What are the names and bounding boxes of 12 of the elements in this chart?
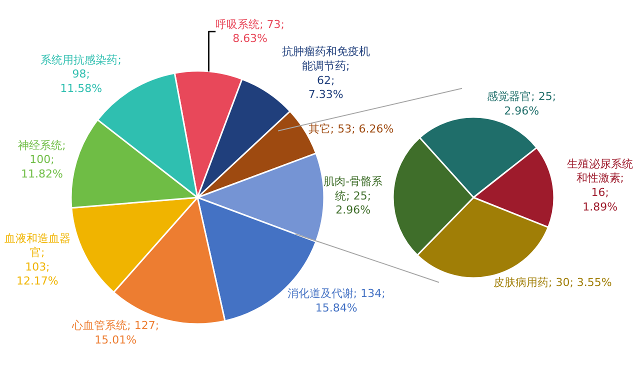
slice-label: 感觉器官; 25; 2.96% [487, 90, 556, 118]
slice-label: 其它; 53; 6.26% [308, 122, 394, 136]
slice-label: 系统用抗感染药; 98; 11.58% [40, 53, 122, 95]
slice-label: 肌肉-骨骼系统; 25; 2.96% [324, 175, 383, 217]
slice-label: 血液和造血器官; 103; 12.17% [4, 232, 70, 288]
slice-label: 神经系统; 100; 11.82% [18, 138, 66, 180]
slice-label: 皮肤病用药; 30; 3.55% [493, 276, 612, 289]
slice-label: 心血管系统; 127; 15.01% [71, 319, 160, 346]
slice-label: 消化道及代谢; 134; 15.84% [287, 286, 386, 314]
slice-label: 生殖泌尿系统和性激素; 16; 1.89% [567, 157, 634, 214]
slice-label: 抗肿瘤药和免疫机能调节药; 62; 7.33% [282, 45, 370, 102]
slice-label: 呼吸系统; 73; 8.63% [216, 18, 284, 46]
